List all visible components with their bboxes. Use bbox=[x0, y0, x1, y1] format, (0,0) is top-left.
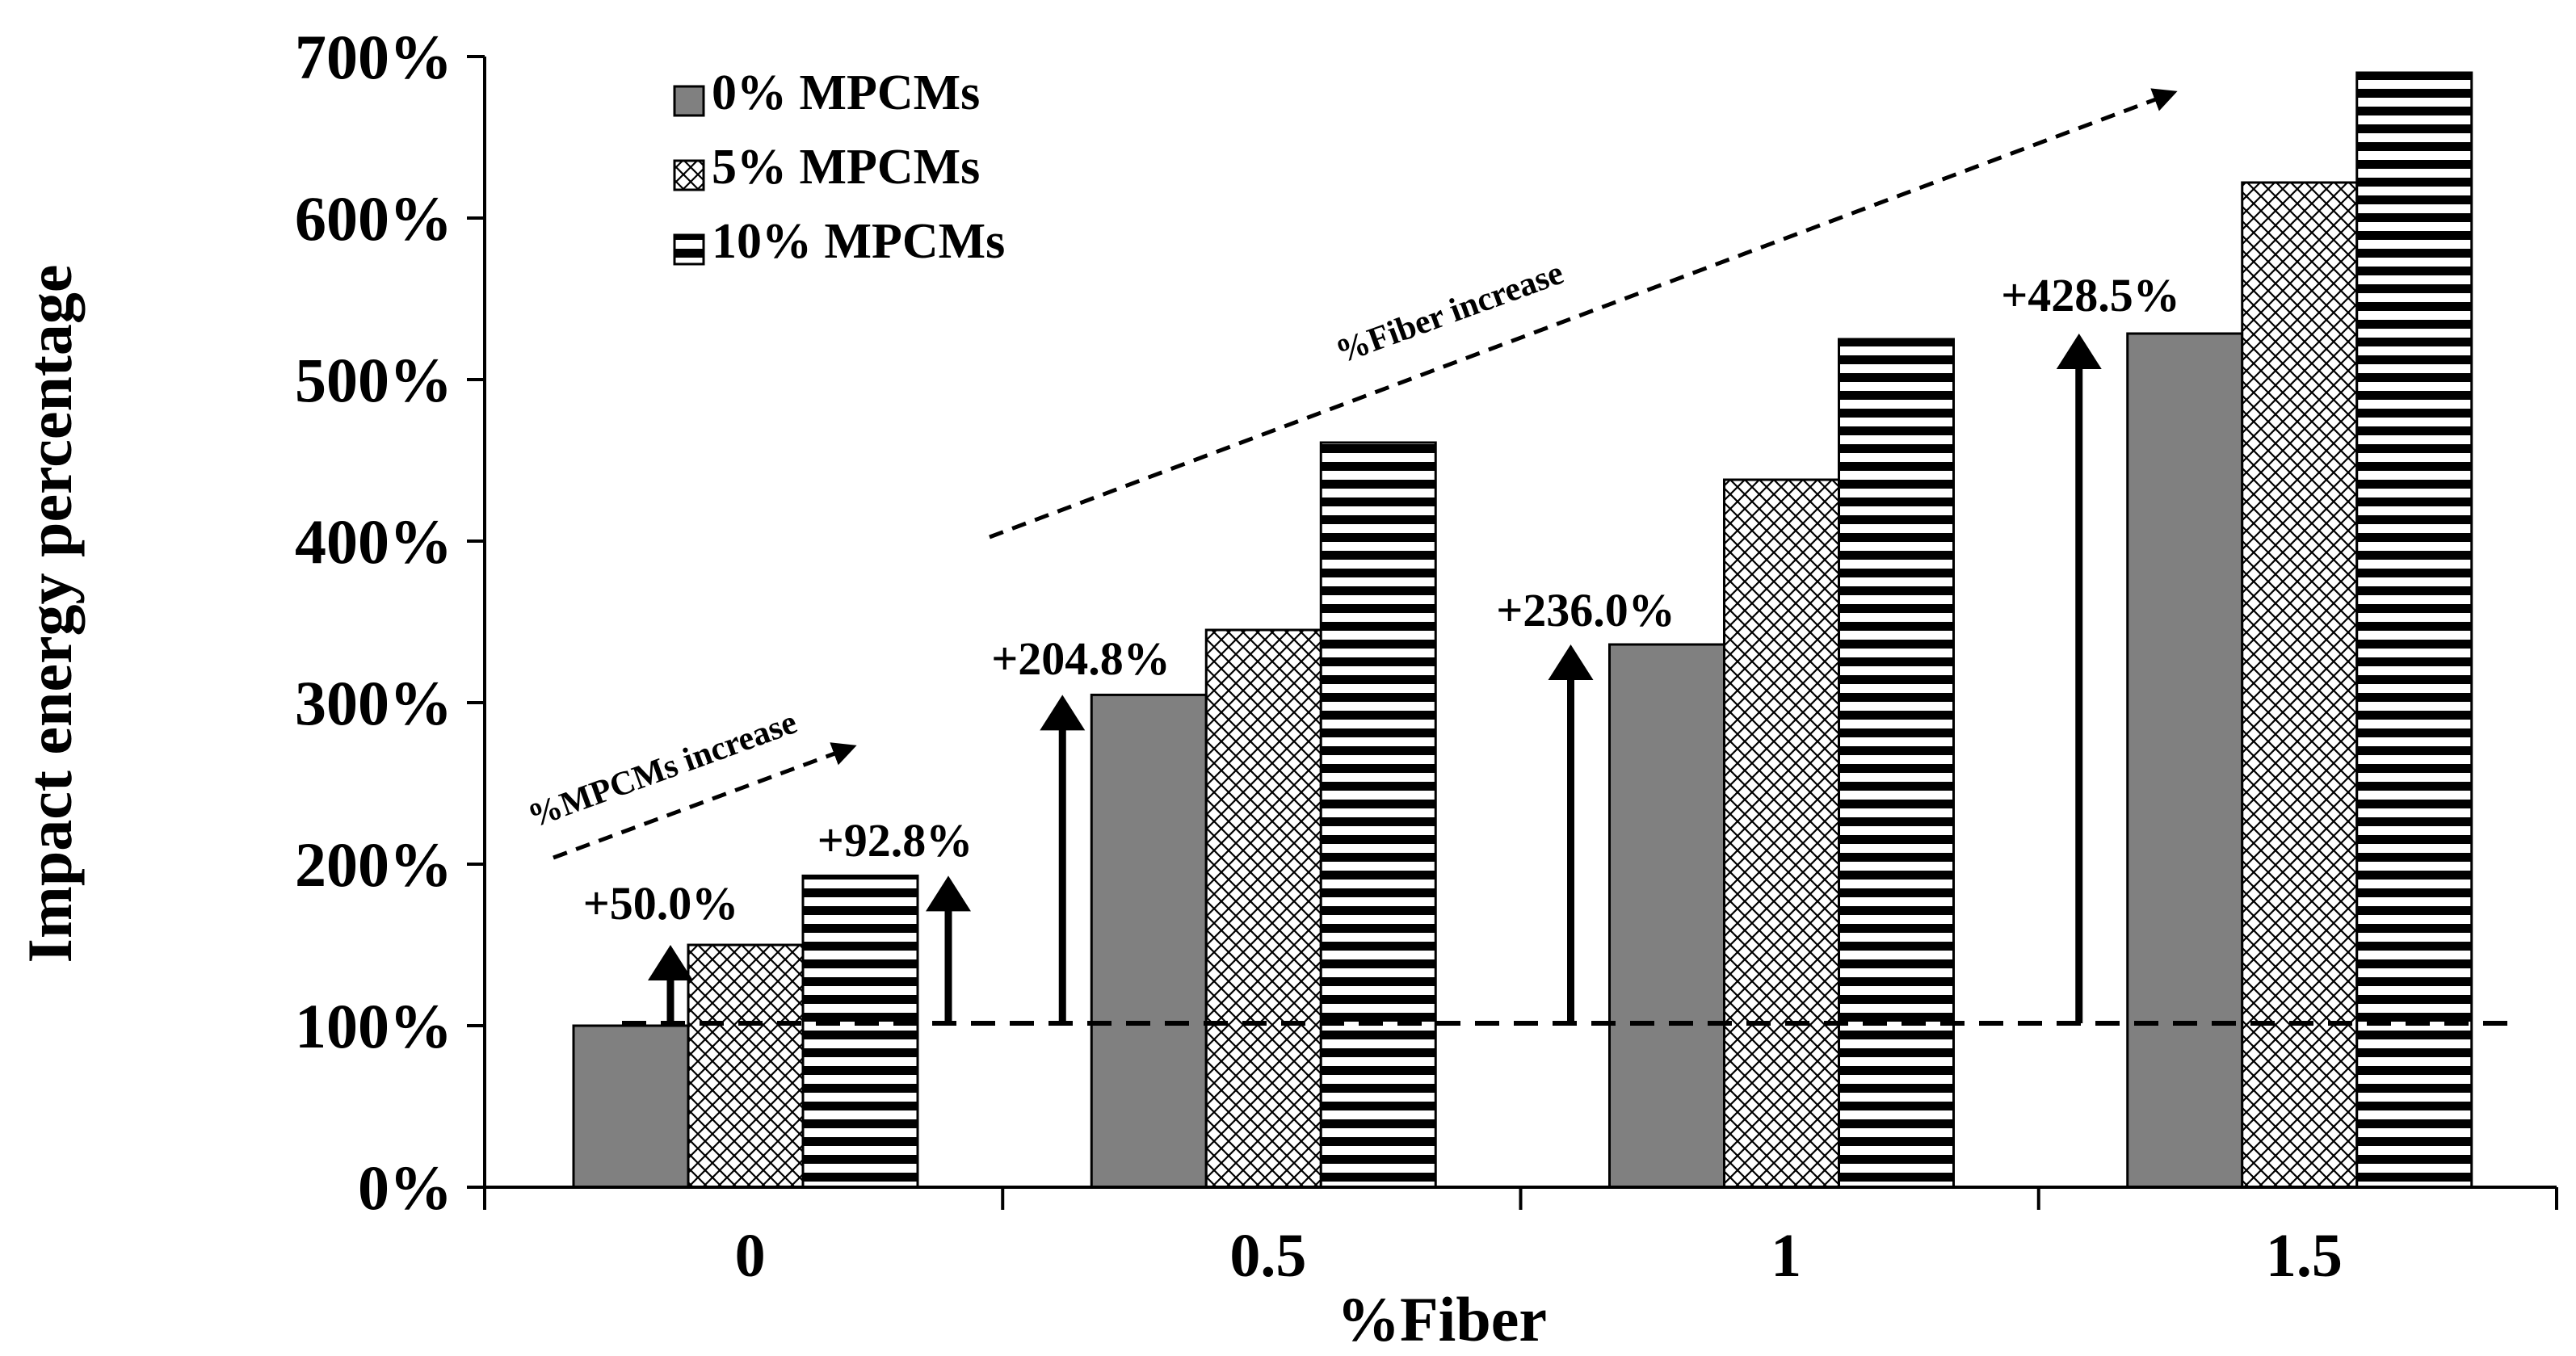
increase-arrow-head bbox=[1040, 695, 1086, 731]
trend-mpcms: %MPCMs increase bbox=[523, 703, 857, 860]
increase-arrows bbox=[648, 334, 2102, 1023]
bars-group bbox=[572, 71, 2473, 1189]
y-tick-label: 300% bbox=[295, 668, 452, 738]
bar bbox=[2126, 332, 2244, 1189]
annotation-label: +50.0% bbox=[583, 877, 739, 930]
bar bbox=[687, 943, 805, 1189]
legend-swatch bbox=[673, 85, 705, 117]
legend-swatch bbox=[673, 233, 705, 266]
legend-swatch bbox=[673, 159, 705, 191]
y-tick-label: 100% bbox=[295, 991, 452, 1061]
bar bbox=[572, 1024, 690, 1189]
bar bbox=[2355, 71, 2473, 1189]
percent-annotations: +50.0% +92.8% +204.8% +236.0% +428.5% bbox=[583, 269, 2180, 930]
bar bbox=[1608, 643, 1725, 1189]
legend: 0% MPCMs 5% MPCMs 10% MPCMs bbox=[673, 65, 1005, 269]
trend-mpcms-arrow bbox=[553, 742, 857, 860]
legend-label: 0% MPCMs bbox=[712, 65, 980, 120]
bar bbox=[1090, 693, 1208, 1189]
y-axis-title: Impact energy percentage bbox=[15, 265, 85, 963]
x-tick-label: 0.5 bbox=[1229, 1222, 1306, 1290]
y-tick-label: 600% bbox=[295, 183, 452, 254]
y-tick-label: 200% bbox=[295, 829, 452, 900]
annotation-label: +204.8% bbox=[991, 632, 1170, 685]
x-tick-label: 1.5 bbox=[2266, 1222, 2343, 1290]
bar bbox=[2241, 181, 2359, 1189]
x-tick-label: 0 bbox=[735, 1222, 766, 1290]
bar bbox=[801, 874, 919, 1189]
bar bbox=[1723, 478, 1840, 1189]
x-tick-label: 1 bbox=[1771, 1222, 1801, 1290]
legend-label: 5% MPCMs bbox=[712, 140, 980, 195]
trend-fiber-label: %Fiber increase bbox=[1331, 254, 1569, 371]
y-tick-label: 0% bbox=[358, 1152, 452, 1223]
y-tick-label: 400% bbox=[295, 506, 452, 577]
increase-arrow-head bbox=[1548, 644, 1594, 680]
trend-fiber: %Fiber increase bbox=[989, 88, 2178, 539]
legend-label: 10% MPCMs bbox=[712, 214, 1005, 269]
trend-fiber-arrow bbox=[989, 88, 2178, 539]
annotation-label: +428.5% bbox=[2001, 269, 2180, 321]
bar bbox=[1838, 338, 1955, 1189]
trend-mpcms-label: %MPCMs increase bbox=[523, 703, 802, 835]
y-axis-ticks: 0% 100% 200% 300% 400% 500% 600% 700% bbox=[295, 22, 485, 1223]
annotation-label: +92.8% bbox=[817, 814, 973, 867]
bar bbox=[1204, 628, 1322, 1189]
annotation-label: +236.0% bbox=[1496, 584, 1675, 636]
bar bbox=[1319, 441, 1437, 1189]
x-axis-title: %Fiber bbox=[1337, 1284, 1547, 1354]
x-axis-ticks: 0 0.5 1 1.5 bbox=[483, 1187, 2558, 1290]
y-tick-label: 700% bbox=[295, 22, 452, 92]
y-tick-label: 500% bbox=[295, 345, 452, 415]
increase-arrow-head bbox=[926, 875, 971, 912]
increase-arrow-head bbox=[648, 945, 693, 980]
increase-arrow-head bbox=[2056, 334, 2102, 369]
